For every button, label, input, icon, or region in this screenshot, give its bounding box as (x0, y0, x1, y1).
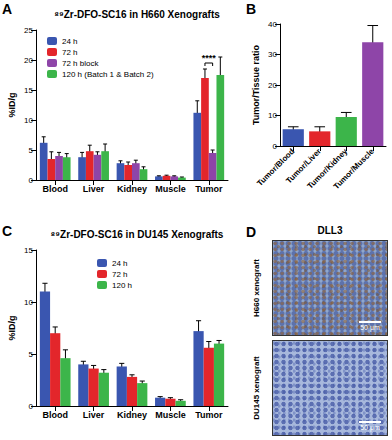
svg-text:Kidney: Kidney (117, 410, 147, 420)
svg-text:Liver: Liver (83, 410, 105, 420)
svg-text:5: 5 (29, 350, 34, 359)
svg-text:40: 40 (268, 20, 277, 29)
svg-text:25: 25 (24, 26, 33, 35)
html-text:DLL3: DLL3 (317, 225, 343, 236)
svg-text:0: 0 (29, 176, 34, 185)
svg-text:15: 15 (24, 86, 33, 95)
svg-text:Tumor: Tumor (195, 184, 223, 194)
svg-text:0: 0 (273, 142, 278, 151)
svg-text:C: C (2, 223, 12, 239)
svg-text:30: 30 (268, 50, 277, 59)
svg-text:Blood: Blood (42, 184, 67, 194)
svg-text:72 h: 72 h (112, 270, 128, 279)
svg-text:****: **** (202, 53, 217, 63)
html-text:50 μm: 50 μm (360, 324, 380, 331)
svg-text:20: 20 (268, 81, 277, 90)
svg-text:10: 10 (24, 116, 33, 125)
svg-text:Tumor/Liver: Tumor/Liver (284, 146, 323, 186)
svg-text:⁸⁹Zr-DFO-SC16 in H660 Xenograf: ⁸⁹Zr-DFO-SC16 in H660 Xenografts (54, 9, 220, 20)
svg-text:Kidney: Kidney (117, 184, 147, 194)
html-text:H660 xenograft: H660 xenograft (252, 259, 261, 317)
svg-text:Tumor/Tissue ratio: Tumor/Tissue ratio (251, 44, 261, 125)
svg-text:⁸⁹Zr-DFO-SC16 in DU145 Xenogra: ⁸⁹Zr-DFO-SC16 in DU145 Xenografts (51, 229, 224, 240)
svg-text:Muscle: Muscle (155, 410, 186, 420)
svg-text:15: 15 (24, 246, 33, 255)
svg-text:24 h: 24 h (112, 259, 128, 268)
svg-text:Muscle: Muscle (155, 184, 186, 194)
svg-text:Tumor: Tumor (195, 410, 223, 420)
svg-text:10: 10 (24, 298, 33, 307)
svg-text:24 h: 24 h (62, 37, 78, 46)
svg-text:Tumor/Blood: Tumor/Blood (255, 146, 297, 188)
svg-text:%ID/g: %ID/g (7, 315, 17, 340)
svg-text:Liver: Liver (83, 184, 105, 194)
svg-text:72 h block: 72 h block (62, 59, 99, 68)
svg-text:0: 0 (29, 402, 34, 411)
svg-text:5: 5 (29, 146, 34, 155)
svg-text:120 h (Batch 1 & Batch 2): 120 h (Batch 1 & Batch 2) (62, 70, 154, 79)
svg-text:20: 20 (24, 56, 33, 65)
svg-text:Blood: Blood (42, 410, 67, 420)
html-text:D: D (246, 224, 257, 240)
svg-text:%ID/g: %ID/g (7, 92, 17, 117)
svg-text:Tumor/Kidney: Tumor/Kidney (305, 146, 350, 191)
svg-text:120 h: 120 h (112, 281, 132, 290)
svg-text:A: A (2, 1, 12, 17)
svg-text:Tumor/Muscle: Tumor/Muscle (332, 146, 377, 191)
svg-text:B: B (246, 1, 256, 17)
svg-text:72 h: 72 h (62, 48, 78, 57)
html-text:DU145 xenograft: DU145 xenograft (252, 356, 261, 420)
html-text:50 μm: 50 μm (360, 424, 380, 431)
svg-text:10: 10 (268, 111, 277, 120)
